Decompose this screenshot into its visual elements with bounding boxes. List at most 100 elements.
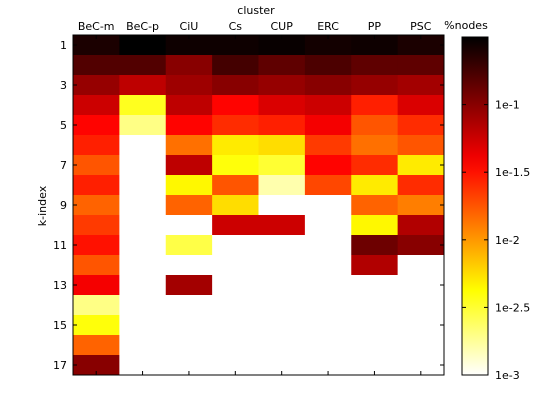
heatmap-cell — [165, 255, 213, 276]
heatmap-cell — [304, 315, 352, 336]
heatmap-cell — [304, 295, 352, 316]
heatmap-cell — [397, 315, 445, 336]
heatmap-cell — [258, 75, 306, 96]
heatmap-cell — [351, 315, 399, 336]
heatmap-cell — [119, 275, 167, 296]
y-tick-label: 3 — [60, 79, 67, 92]
x-tick-label: BeC-p — [126, 20, 159, 33]
heatmap-cell — [73, 295, 120, 316]
heatmap-cell — [351, 355, 399, 376]
heatmap-cell — [351, 215, 399, 236]
heatmap-cell — [258, 55, 306, 76]
heatmap-cell — [212, 255, 260, 276]
heatmap-axes — [72, 34, 445, 376]
heatmap-cell — [73, 175, 120, 196]
heatmap-cell — [397, 75, 445, 96]
heatmap-cell — [397, 155, 445, 176]
y-tick-label: 9 — [60, 199, 67, 212]
heatmap-cell — [397, 275, 445, 296]
heatmap-cell — [119, 335, 167, 356]
heatmap-cells — [73, 35, 445, 376]
heatmap-cell — [304, 35, 352, 56]
heatmap-cell — [397, 175, 445, 196]
heatmap-cell — [258, 335, 306, 356]
heatmap-cell — [304, 255, 352, 276]
heatmap-cell — [165, 335, 213, 356]
heatmap-cell — [212, 155, 260, 176]
heatmap-cell — [165, 235, 213, 256]
heatmap-cell — [73, 355, 120, 376]
heatmap-cell — [351, 295, 399, 316]
heatmap-cell — [258, 195, 306, 216]
heatmap-cell — [73, 315, 120, 336]
heatmap-cell — [212, 175, 260, 196]
heatmap-cell — [304, 155, 352, 176]
heatmap-cell — [165, 215, 213, 236]
heatmap-cell — [73, 135, 120, 156]
heatmap-cell — [304, 95, 352, 116]
y-tick-label: 17 — [53, 359, 67, 372]
x-tick-label: CUP — [271, 20, 294, 33]
heatmap-cell — [212, 235, 260, 256]
heatmap-cell — [397, 95, 445, 116]
heatmap-cell — [304, 75, 352, 96]
heatmap-cell — [165, 135, 213, 156]
colorbar-tick-label: 1e-1 — [495, 99, 520, 112]
heatmap-cell — [304, 215, 352, 236]
heatmap-cell — [119, 75, 167, 96]
heatmap-cell — [351, 195, 399, 216]
heatmap-cell — [119, 235, 167, 256]
heatmap-cell — [165, 195, 213, 216]
heatmap-cell — [258, 295, 306, 316]
y-tick-label: 11 — [53, 239, 67, 252]
heatmap-cell — [304, 135, 352, 156]
heatmap-cell — [73, 335, 120, 356]
heatmap-cell — [351, 275, 399, 296]
heatmap-cell — [351, 255, 399, 276]
colorbar — [461, 36, 489, 376]
heatmap-cell — [397, 135, 445, 156]
heatmap-cell — [397, 255, 445, 276]
heatmap-cell — [212, 135, 260, 156]
heatmap-cell — [351, 155, 399, 176]
heatmap-cell — [73, 215, 120, 236]
heatmap-cell — [304, 335, 352, 356]
heatmap-cell — [212, 215, 260, 236]
heatmap-cell — [165, 155, 213, 176]
heatmap-cell — [212, 95, 260, 116]
heatmap-cell — [165, 115, 213, 136]
heatmap-cell — [351, 115, 399, 136]
heatmap-cell — [119, 175, 167, 196]
heatmap-cell — [304, 195, 352, 216]
heatmap-cell — [258, 135, 306, 156]
heatmap-cell — [351, 135, 399, 156]
heatmap-cell — [119, 155, 167, 176]
heatmap-cell — [397, 235, 445, 256]
heatmap-cell — [73, 75, 120, 96]
heatmap-cell — [212, 295, 260, 316]
heatmap-cell — [212, 35, 260, 56]
heatmap-cell — [73, 155, 120, 176]
heatmap-cell — [258, 255, 306, 276]
heatmap-cell — [119, 115, 167, 136]
heatmap-cell — [258, 355, 306, 376]
heatmap-cell — [304, 275, 352, 296]
heatmap-cell — [397, 355, 445, 376]
heatmap-cell — [73, 55, 120, 76]
heatmap-cell — [351, 235, 399, 256]
heatmap-cell — [212, 315, 260, 336]
heatmap-cell — [73, 235, 120, 256]
y-tick-label: 7 — [60, 159, 67, 172]
y-axis-label: k-index — [36, 185, 49, 226]
heatmap-cell — [304, 235, 352, 256]
heatmap-cell — [351, 335, 399, 356]
heatmap-cell — [258, 35, 306, 56]
x-tick-label: ERC — [317, 20, 339, 33]
colorbar-gradient — [461, 36, 489, 376]
heatmap-cell — [212, 335, 260, 356]
colorbar-tick-label: 1e-2.5 — [495, 301, 530, 314]
heatmap-cell — [212, 55, 260, 76]
chart-title: cluster — [237, 4, 275, 17]
heatmap-cell — [73, 275, 120, 296]
